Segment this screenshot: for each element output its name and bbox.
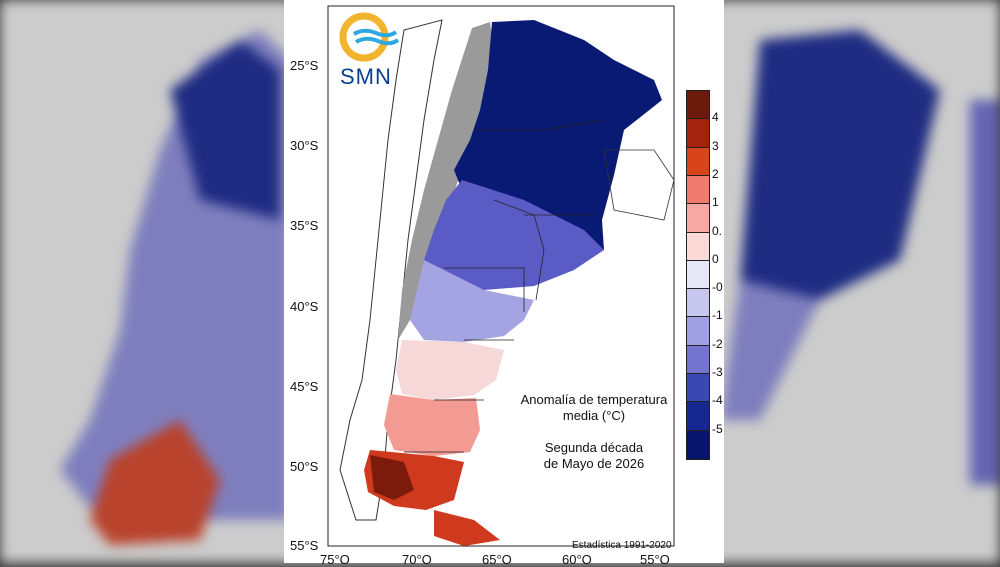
legend-swatch — [686, 174, 710, 206]
legend-label: 4 — [712, 110, 719, 125]
legend-label: -0 — [712, 280, 723, 295]
legend-label: -5 — [712, 421, 723, 436]
lat-label: 50°S — [290, 459, 319, 474]
map-title-line1: Anomalía de temperatura — [520, 392, 668, 407]
lon-label: 55°O — [640, 552, 670, 567]
lat-label: 40°S — [290, 299, 319, 314]
lon-label: 75°O — [320, 552, 350, 567]
legend-swatch — [686, 373, 710, 404]
map-card: SMN 25°S 30°S 35°S 40°S 45°S 50°S 55°S 7… — [284, 0, 724, 567]
lat-label: 35°S — [290, 218, 319, 233]
map-title-line2: media (°C) — [562, 408, 626, 423]
zone-pale-pink — [396, 340, 504, 400]
lat-label: 55°S — [290, 538, 319, 553]
zone-pink — [384, 394, 480, 456]
zone-dark-red — [370, 455, 414, 500]
legend-label: 1 — [712, 195, 719, 210]
logo-text: SMN — [340, 64, 392, 89]
legend-swatch — [686, 118, 710, 149]
smn-logo-icon — [339, 12, 400, 62]
zone-blue — [424, 180, 604, 290]
legend-swatch — [686, 288, 710, 319]
legend-swatch — [686, 231, 710, 262]
legend-swatch — [686, 429, 710, 460]
map-period-line1: Segunda década — [544, 440, 644, 455]
legend-label: 0. — [712, 223, 723, 238]
legend-swatch — [686, 259, 710, 291]
map-period-line2: de Mayo de 2026 — [543, 456, 645, 471]
legend-swatch — [686, 146, 710, 177]
legend-swatch — [686, 203, 710, 234]
lon-label: 70°O — [402, 552, 432, 567]
lat-label: 45°S — [290, 379, 319, 394]
zone-light-blue — [410, 260, 534, 342]
legend-swatch — [686, 401, 710, 432]
legend-label: 2 — [712, 166, 719, 181]
lat-label: 30°S — [290, 138, 319, 153]
legend-swatch — [686, 316, 710, 347]
legend-swatch — [686, 90, 710, 121]
lat-label: 25°S — [290, 58, 319, 73]
legend-label: -1 — [712, 308, 723, 323]
lon-label: 65°O — [482, 552, 512, 567]
legend-label: 0 — [712, 251, 719, 266]
legend-label: -2 — [712, 336, 723, 351]
tierra-del-fuego — [434, 510, 500, 546]
legend-swatch — [686, 344, 710, 375]
legend-label: -3 — [712, 365, 723, 379]
legend-label: -4 — [712, 393, 723, 408]
lon-label: 60°O — [562, 552, 592, 567]
temperature-anomaly-map — [327, 5, 675, 547]
legend-label: 3 — [712, 138, 719, 153]
footer-statistics: Estadística 1991-2020 — [572, 540, 672, 551]
